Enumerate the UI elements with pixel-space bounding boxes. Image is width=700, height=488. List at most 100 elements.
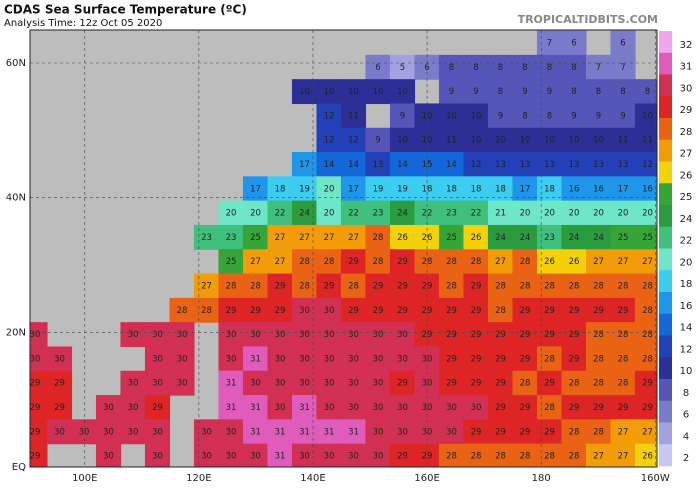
sst-cell [610, 419, 636, 445]
sst-cell [242, 224, 269, 250]
sst-cell [561, 79, 587, 105]
sst-cell [389, 54, 416, 80]
sst-cell [585, 152, 612, 177]
sst-value: 27 [593, 452, 604, 462]
sst-cell [316, 79, 342, 105]
sst-value: 10 [299, 87, 310, 97]
sst-cell [46, 395, 73, 420]
sst-cell [218, 419, 244, 445]
sst-cell [389, 346, 416, 372]
sst-cell [561, 249, 587, 275]
sst-value: 30 [103, 403, 114, 413]
sst-value: 30 [30, 354, 41, 364]
sst-value: 28 [299, 282, 310, 292]
sst-cell [610, 103, 636, 129]
sst-cell [610, 249, 636, 275]
sst-cell [340, 346, 367, 372]
sst-value: 8 [522, 111, 527, 121]
sst-value: 29 [569, 354, 580, 364]
sst-value: 11 [642, 136, 653, 146]
sst-value: 30 [275, 379, 286, 389]
sst-cell [340, 103, 367, 129]
sst-cell [242, 322, 269, 348]
sst-value: 29 [397, 306, 408, 316]
sst-cell [463, 200, 489, 226]
sst-value: 29 [544, 427, 555, 437]
sst-value: 28 [593, 379, 604, 389]
sst-cell [316, 395, 342, 420]
sst-value: 30 [446, 427, 457, 437]
sst-value: 20 [593, 209, 604, 219]
colorbar-swatch [659, 74, 672, 97]
sst-value: 18 [275, 184, 286, 194]
sst-value: 29 [324, 282, 335, 292]
sst-cell [561, 322, 587, 348]
sst-cell [610, 152, 636, 177]
sst-cell [634, 443, 657, 467]
sst-cell [438, 370, 465, 396]
sst-value: 28 [373, 233, 384, 243]
sst-cell [585, 419, 612, 445]
sst-cell [144, 395, 171, 420]
sst-value: 28 [569, 452, 580, 462]
colorbar-swatch [659, 400, 672, 423]
sst-value: 28 [520, 257, 531, 267]
sst-value: 31 [299, 403, 310, 413]
sst-value: 19 [397, 184, 408, 194]
sst-value: 30 [348, 330, 359, 340]
sst-value: 22 [471, 209, 482, 219]
sst-cell [218, 224, 244, 250]
sst-cell [389, 419, 416, 445]
sst-cell [242, 200, 269, 226]
sst-cell [487, 224, 514, 250]
sst-value: 24 [520, 233, 531, 243]
sst-cell [365, 297, 391, 323]
sst-value: 30 [152, 427, 163, 437]
sst-value: 31 [250, 403, 261, 413]
sst-cell [561, 395, 587, 420]
sst-value: 30 [397, 427, 408, 437]
sst-cell [585, 127, 612, 153]
colorbar-label: 16 [680, 301, 693, 312]
colorbar-label: 14 [680, 323, 693, 334]
sst-cell [487, 395, 514, 420]
sst-cell [120, 322, 146, 348]
sst-cell [610, 176, 636, 202]
sst-value: 9 [375, 136, 380, 146]
colorbar-label: 10 [680, 366, 693, 377]
sst-cell [120, 395, 146, 420]
sst-cell [585, 224, 612, 250]
sst-cell [438, 200, 465, 226]
sst-cell [169, 346, 195, 372]
sst-value: 26 [397, 233, 408, 243]
sst-cell [438, 249, 465, 275]
sst-cell [487, 79, 514, 105]
sst-value: 8 [498, 63, 503, 73]
sst-cell [634, 176, 657, 202]
sst-cell [634, 200, 657, 226]
sst-value: 28 [593, 427, 604, 437]
sst-value: 29 [495, 379, 506, 389]
sst-value: 29 [544, 306, 555, 316]
sst-cell [144, 346, 171, 372]
sst-value: 12 [324, 111, 335, 121]
sst-cell [340, 152, 367, 177]
y-tick-label: EQ [12, 462, 26, 473]
sst-value: 30 [324, 354, 335, 364]
colorbar-swatch [659, 161, 672, 184]
sst-value: 8 [596, 87, 601, 97]
sst-cell [242, 395, 269, 420]
sst-cell [316, 273, 342, 299]
sst-value: 28 [569, 427, 580, 437]
sst-cell [340, 370, 367, 396]
sst-cell [46, 370, 73, 396]
sst-cell [438, 54, 465, 80]
sst-value: 18 [422, 184, 433, 194]
sst-cell [389, 127, 416, 153]
sst-value: 15 [422, 160, 433, 170]
sst-cell [585, 273, 612, 299]
sst-value: 28 [495, 452, 506, 462]
sst-value: 29 [152, 403, 163, 413]
sst-cell [610, 54, 636, 80]
